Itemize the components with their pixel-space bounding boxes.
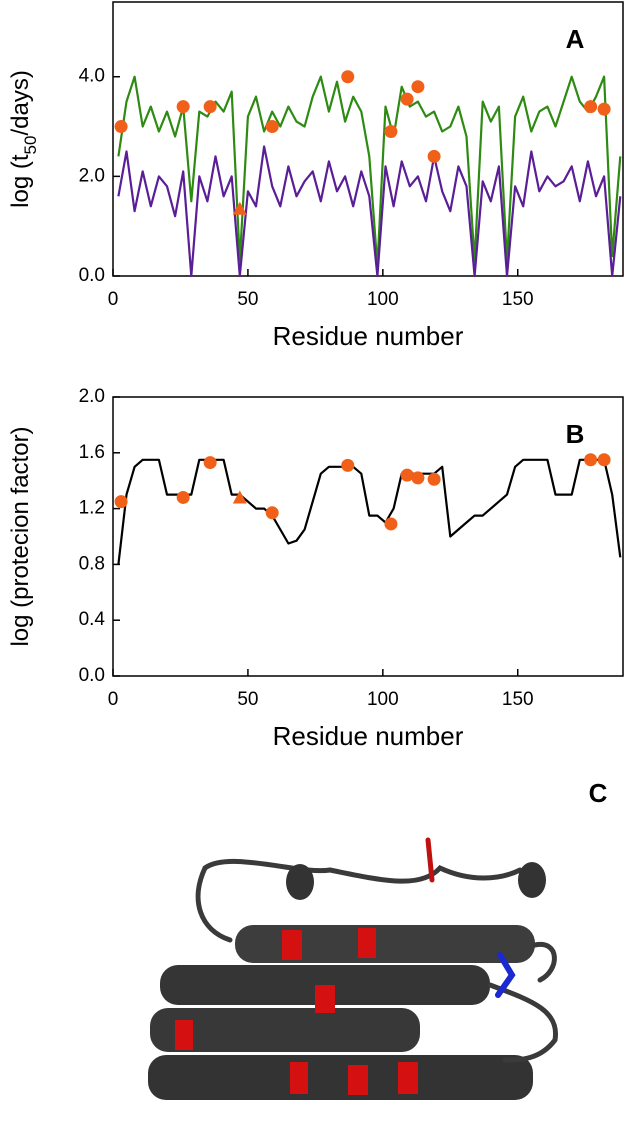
residue-blue — [495, 952, 516, 998]
x-tick-label: 100 — [367, 689, 399, 710]
circle-marker — [584, 100, 598, 114]
residue — [425, 837, 435, 883]
y-tick-label: 0.4 — [79, 609, 106, 630]
circle-marker — [341, 70, 355, 84]
loop — [195, 865, 233, 943]
circle-marker — [411, 471, 425, 485]
circle-marker — [203, 100, 217, 114]
y-tick-label: 1.2 — [79, 498, 105, 519]
residue — [398, 1062, 418, 1094]
helix-turn — [286, 864, 314, 900]
x-axis-label: Residue number — [273, 321, 464, 351]
panel-label: A — [566, 24, 585, 54]
circle-marker — [176, 100, 190, 114]
circle-marker — [176, 490, 190, 504]
x-tick-label: 150 — [502, 289, 534, 310]
x-tick-label: 0 — [108, 689, 119, 710]
data-line — [117, 458, 622, 565]
circle-marker — [265, 120, 279, 134]
x-tick-label: 150 — [502, 689, 534, 710]
residue — [348, 1065, 368, 1095]
panel-label: B — [566, 419, 585, 449]
circle-marker — [584, 453, 598, 467]
y-axis-label-part: 50 — [21, 136, 40, 155]
triangle-marker — [232, 490, 247, 504]
y-tick-label: 0.0 — [79, 665, 105, 686]
circle-marker — [114, 120, 128, 134]
y-axis-label: log (protecion factor) — [7, 426, 34, 646]
circle-marker — [400, 468, 414, 482]
x-tick-label: 0 — [108, 289, 119, 310]
loop — [532, 942, 557, 983]
x-tick-label: 50 — [237, 289, 258, 310]
circle-marker — [400, 92, 414, 106]
loop — [202, 858, 523, 884]
circle-marker — [597, 102, 611, 116]
data-line — [117, 75, 622, 268]
y-axis-label-part: log (protecion factor) — [7, 426, 34, 646]
plot-frame — [112, 396, 624, 677]
protein-structure — [148, 837, 559, 1100]
y-axis-label-part: /days) — [7, 70, 34, 135]
y-tick-label: 0.8 — [79, 553, 105, 574]
y-tick-label: 4.0 — [79, 66, 105, 87]
residue — [358, 928, 376, 958]
circle-marker — [265, 506, 279, 520]
circle-marker — [114, 495, 128, 509]
plot-frame — [112, 1, 624, 277]
y-tick-label: 0.0 — [79, 265, 105, 286]
circle-marker — [427, 472, 441, 486]
x-tick-label: 100 — [367, 289, 399, 310]
y-axis-label-part: log (t — [7, 154, 34, 208]
circle-marker — [411, 80, 425, 94]
helix — [148, 1055, 533, 1100]
y-tick-label: 2.0 — [79, 386, 105, 407]
circle-marker — [203, 456, 217, 470]
circle-marker — [427, 149, 441, 163]
data-line — [117, 145, 622, 278]
triangle-marker — [232, 201, 247, 215]
residue — [175, 1020, 193, 1050]
circle-marker — [384, 125, 398, 139]
helix-turn — [518, 862, 546, 898]
y-axis-label: log (t50/days) — [7, 70, 40, 208]
circle-marker — [597, 453, 611, 467]
residue — [282, 930, 302, 960]
y-tick-label: 2.0 — [79, 165, 105, 186]
x-axis-label: Residue number — [273, 721, 464, 751]
circle-marker — [384, 517, 398, 531]
residue — [315, 985, 335, 1013]
residue — [290, 1062, 308, 1094]
circle-marker — [341, 458, 355, 472]
helix — [235, 925, 535, 963]
panel-label: C — [589, 778, 608, 808]
y-tick-label: 1.6 — [79, 442, 105, 463]
helix — [150, 1008, 420, 1052]
loop — [487, 982, 559, 1063]
x-tick-label: 50 — [237, 689, 258, 710]
